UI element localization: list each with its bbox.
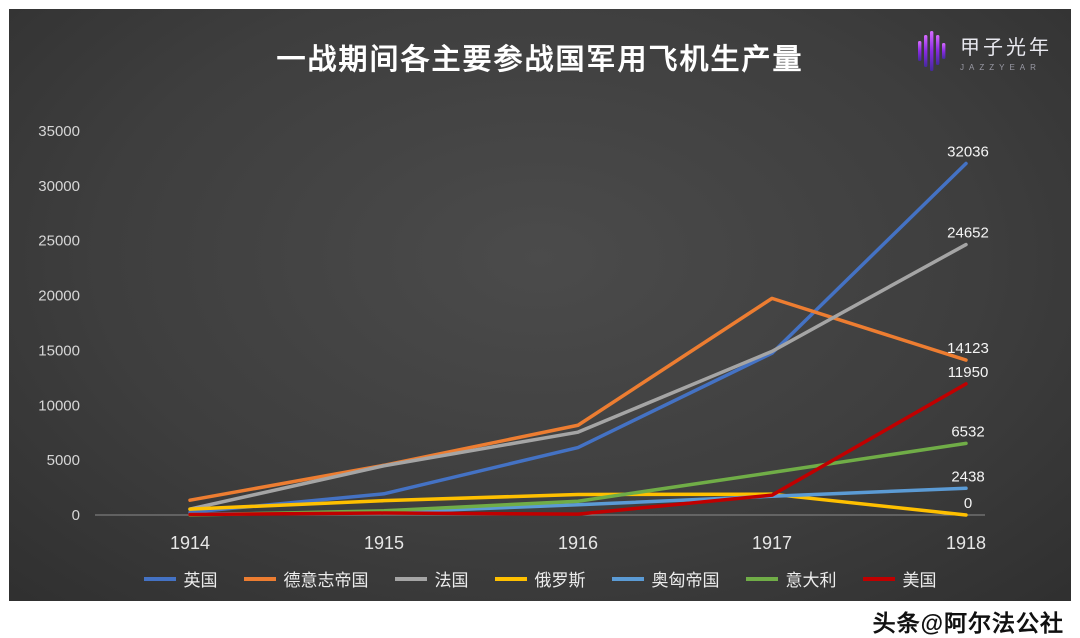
y-axis-tick-label: 10000 [38, 397, 80, 414]
x-axis-tick-label: 1916 [558, 533, 598, 553]
x-axis-tick-label: 1915 [364, 533, 404, 553]
legend-label: 美国 [902, 571, 937, 590]
series-end-label: 0 [964, 495, 972, 512]
x-axis-tick-label: 1914 [170, 533, 210, 553]
legend-item: 英国 [143, 566, 218, 591]
legend-swatch [494, 576, 527, 581]
brand-name: 甲子光年 [960, 36, 1052, 59]
legend-item: 法国 [394, 566, 469, 591]
series-end-label: 11950 [948, 364, 989, 381]
x-axis-tick-label: 1918 [946, 533, 986, 553]
series-end-label: 2438 [951, 468, 984, 485]
chart-canvas: 0 5000 10000 15000 20000 25000 30000 35000 1914 1… [38, 123, 989, 553]
series-end-label: 32036 [947, 144, 989, 161]
legend-label: 意大利 [785, 571, 837, 590]
legend-item: 美国 [862, 566, 937, 591]
legend-label: 俄罗斯 [534, 571, 586, 590]
brand-logo: 甲子光年 JAZZYEAR [916, 28, 1052, 74]
legend-swatch [862, 576, 895, 581]
y-axis-tick-label: 30000 [38, 178, 80, 195]
x-axis-tick-label: 1917 [752, 533, 792, 553]
legend-swatch [745, 576, 778, 581]
series-line [188, 382, 968, 517]
chart-legend: 英国 德意志帝国 法国 俄罗斯 奥匈帝国 意大利 美国 [0, 566, 1080, 591]
legend-label: 英国 [183, 571, 218, 590]
y-axis-tick-label: 35000 [38, 123, 80, 140]
legend-item: 意大利 [745, 566, 837, 591]
legend-swatch [243, 576, 276, 581]
legend-label: 奥匈帝国 [651, 571, 720, 590]
legend-item: 德意志帝国 [243, 566, 369, 591]
series-line [188, 296, 968, 502]
series-line [188, 242, 968, 511]
legend-label: 德意志帝国 [283, 571, 369, 590]
legend-label: 法国 [434, 571, 469, 590]
legend-swatch [143, 576, 176, 581]
legend-swatch [394, 576, 427, 581]
legend-swatch [611, 576, 644, 581]
series-end-label: 6532 [951, 423, 984, 440]
y-axis-tick-label: 0 [72, 507, 80, 524]
chart-title: 一战期间各主要参战国军用飞机生产量 [276, 44, 804, 76]
watermark: 头条@阿尔法公社 [872, 610, 1064, 636]
brand-subtitle: JAZZYEAR [960, 62, 1041, 72]
legend-item: 俄罗斯 [494, 566, 586, 591]
brand-logo-icon [918, 31, 946, 71]
series-end-label: 14123 [947, 340, 989, 357]
y-axis-tick-label: 25000 [38, 233, 80, 250]
legend-item: 奥匈帝国 [611, 566, 720, 591]
y-axis-tick-label: 15000 [38, 342, 80, 359]
brand-logo-text: 甲子光年 JAZZYEAR [960, 31, 1052, 72]
y-axis-tick-label: 5000 [47, 452, 80, 469]
series-end-label: 24652 [947, 225, 989, 242]
series-line [188, 492, 968, 517]
series-line [188, 161, 968, 515]
y-axis-tick-label: 20000 [38, 288, 80, 305]
